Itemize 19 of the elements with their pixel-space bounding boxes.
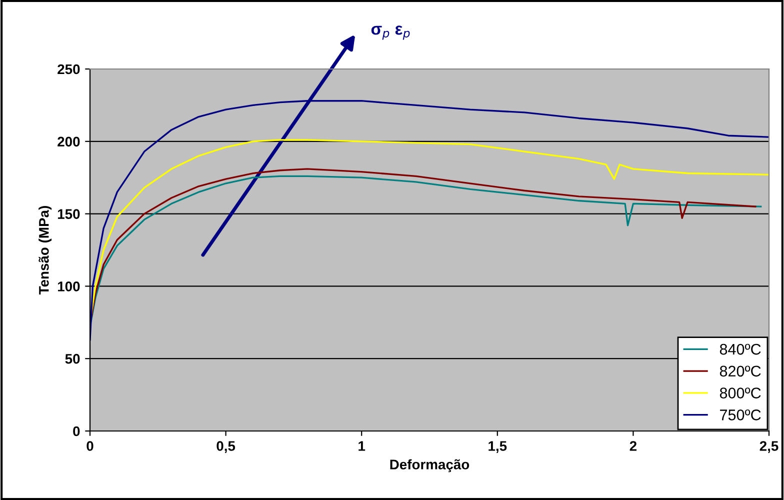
x-tick-label: 0 [86, 441, 94, 451]
x-tick-label: 1 [358, 441, 366, 451]
y-tick-label: 50 [65, 354, 80, 364]
y-tick-label: 100 [58, 282, 80, 292]
legend-label: 750ºC [720, 410, 761, 420]
y-axis-title: Tensão (MPa) [38, 206, 52, 294]
x-tick-label: 2,5 [760, 441, 778, 453]
x-tick-label: 2 [630, 441, 637, 451]
text: σ$_{p}$ ε$_{p}$ [371, 26, 410, 40]
y-tick-label: 150 [58, 209, 80, 219]
x-tick-label: 1,5 [488, 441, 507, 453]
legend-label: 800ºC [720, 388, 761, 398]
y-tick-label: 250 [58, 64, 80, 74]
x-axis-title: Deformação [390, 459, 470, 472]
legend-label: 840ºC [720, 344, 761, 355]
y-tick-label: 0 [73, 426, 80, 436]
x-tick-label: 0,5 [216, 441, 236, 453]
y-tick-label: 200 [58, 136, 80, 147]
legend-label: 820ºC [720, 366, 761, 377]
